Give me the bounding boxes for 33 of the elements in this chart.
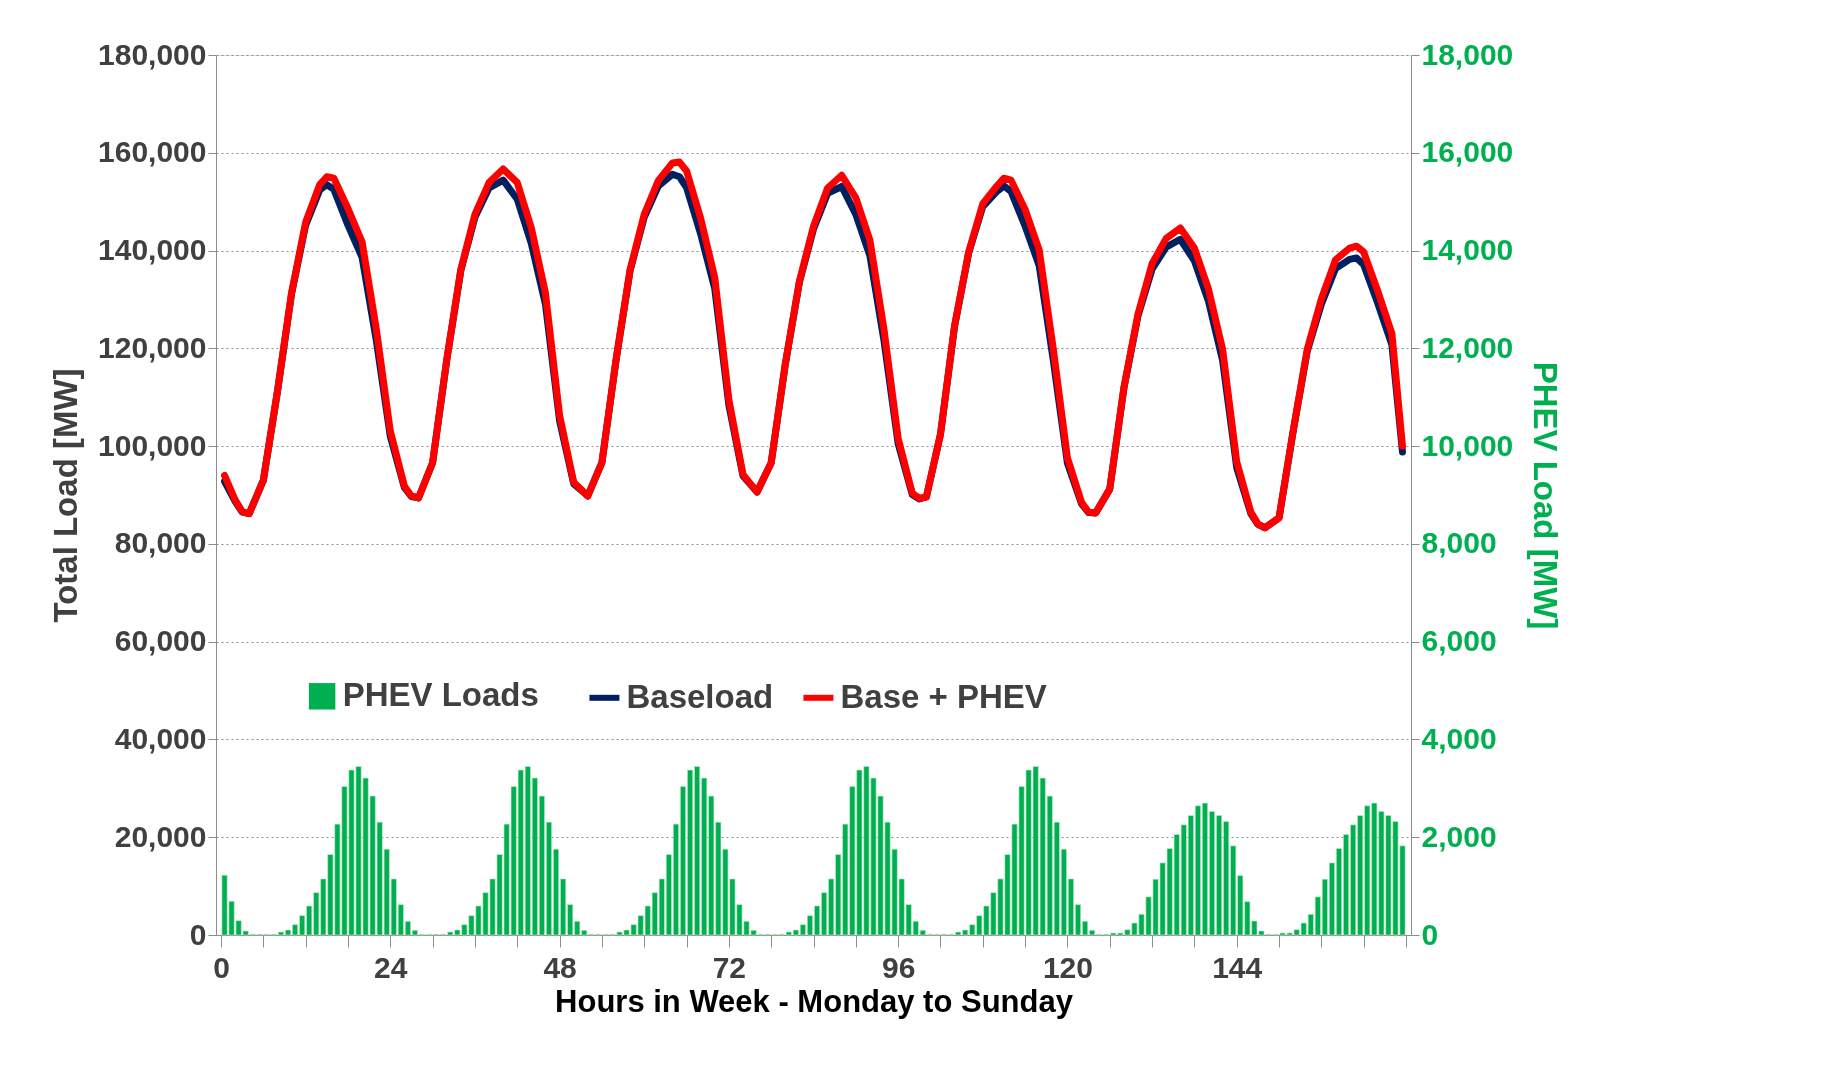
legend-label: Baseload — [626, 677, 774, 715]
legend-label: PHEV Loads — [342, 676, 539, 714]
y-tick-label: 40,000 — [114, 721, 207, 755]
y-tick-label: 160,000 — [98, 135, 207, 169]
y2-tick-label: 14,000 — [1421, 233, 1514, 267]
x-tick-label: 144 — [1212, 950, 1263, 984]
y2-tick-label: 2,000 — [1421, 819, 1497, 853]
y2-tick-label: 18,000 — [1421, 37, 1514, 71]
y-tick-label: 80,000 — [114, 526, 207, 560]
y2-tick-label: 10,000 — [1421, 428, 1514, 462]
y-tick-label: 20,000 — [114, 819, 207, 853]
x-tick-label: 72 — [712, 950, 747, 984]
y2-tick-label: 6,000 — [1421, 624, 1497, 658]
y-tick-label: 100,000 — [98, 428, 207, 462]
y-tick-label: 140,000 — [98, 233, 207, 267]
y2-tick-label: 12,000 — [1421, 330, 1514, 364]
y-tick-label: 0 — [189, 917, 207, 951]
x-tick-label: 120 — [1042, 950, 1093, 984]
x-tick-label: 48 — [543, 950, 577, 984]
y-tick-label: 180,000 — [98, 37, 207, 71]
x-axis-title: Hours in Week - Monday to Sunday — [555, 983, 1074, 1019]
y-tick-label: 60,000 — [114, 624, 207, 658]
legend-label: Base + PHEV — [840, 677, 1047, 715]
x-tick-label: 96 — [881, 950, 916, 984]
y2-tick-label: 0 — [1421, 917, 1439, 951]
y-tick-label: 120,000 — [98, 330, 207, 364]
y2-tick-label: 16,000 — [1421, 135, 1514, 169]
y2-tick-label: 8,000 — [1421, 526, 1497, 560]
y2-tick-label: 4,000 — [1421, 721, 1497, 755]
x-tick-label: 24 — [374, 950, 408, 984]
x-tick-label: 0 — [213, 950, 230, 984]
y2-axis-title: PHEV Load [MW] — [1527, 361, 1565, 630]
y-axis-title: Total Load [MW] — [47, 368, 85, 623]
